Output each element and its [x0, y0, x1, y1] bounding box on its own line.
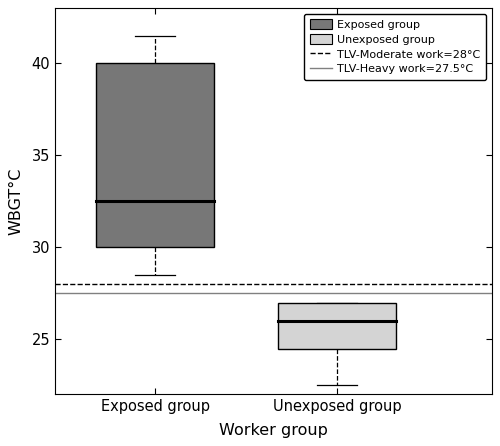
X-axis label: Worker group: Worker group — [219, 423, 328, 438]
Y-axis label: WBGT°C: WBGT°C — [8, 168, 24, 235]
Legend: Exposed group, Unexposed group, TLV-Moderate work=28°C, TLV-Heavy work=27.5°C: Exposed group, Unexposed group, TLV-Mode… — [304, 14, 486, 80]
Bar — [278, 302, 396, 348]
Bar — [96, 63, 214, 248]
